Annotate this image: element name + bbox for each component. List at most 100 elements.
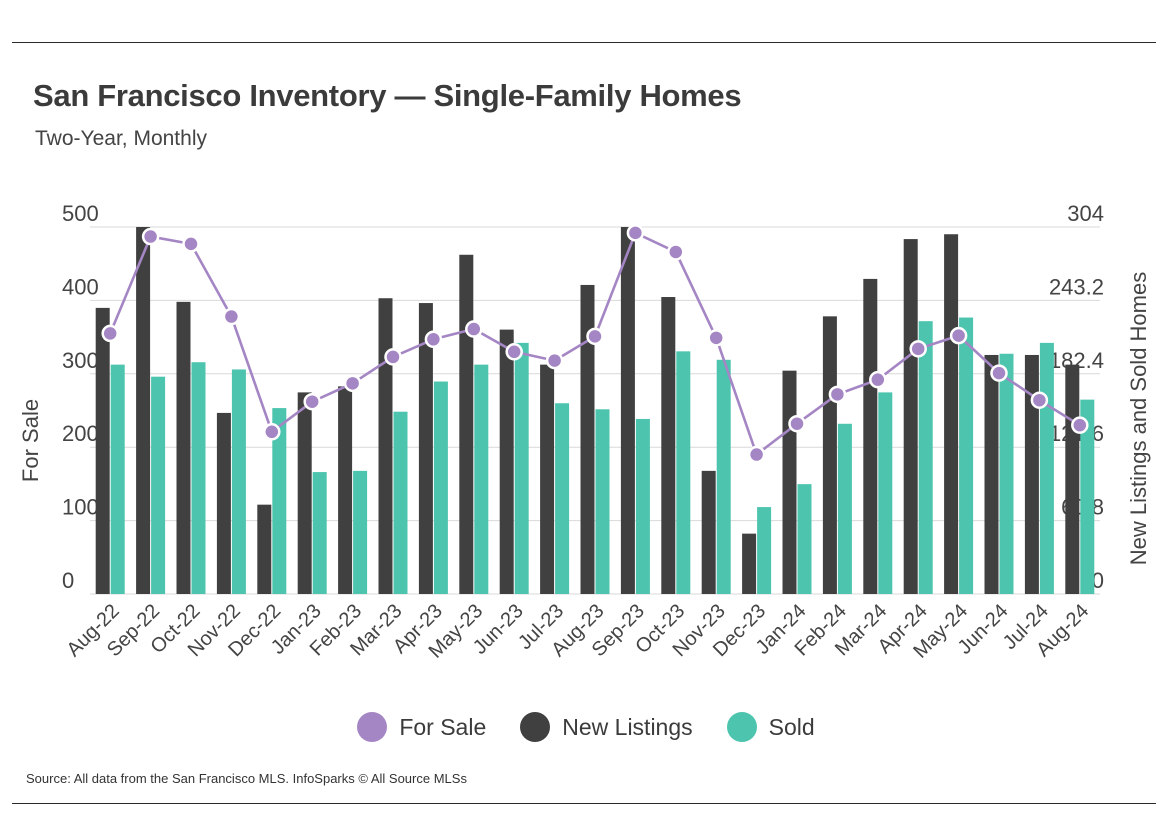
point-for-sale: [424, 330, 443, 349]
bar-sold: [110, 364, 125, 594]
point-for-sale: [788, 414, 806, 433]
y-tick-label-left: 200: [62, 421, 99, 446]
bar-new-listings: [499, 329, 514, 594]
bar-new-listings: [620, 227, 635, 594]
bar-new-listings: [540, 364, 555, 594]
top-rule: [12, 42, 1156, 43]
point-for-sale: [909, 340, 927, 358]
y-tick-label-left: 100: [62, 495, 99, 520]
point-for-sale: [222, 307, 241, 326]
bar-new-listings: [378, 298, 393, 594]
point-for-sale: [707, 329, 725, 347]
bar-new-listings: [1024, 354, 1039, 594]
point-for-sale: [465, 320, 483, 338]
bar-sold: [1080, 399, 1095, 594]
bar-sold: [272, 408, 287, 594]
bar-sold: [797, 484, 812, 594]
chart-title: San Francisco Inventory — Single-Family …: [33, 78, 742, 113]
point-for-sale: [626, 224, 645, 242]
bar-sold: [474, 364, 489, 594]
bar-sold: [151, 376, 166, 594]
legend-label-sold: Sold: [768, 713, 815, 740]
bar-sold: [433, 381, 448, 594]
y2-axis-label: New Listings and Sold Homes: [1126, 272, 1151, 565]
bar-new-listings: [418, 303, 433, 594]
point-for-sale: [505, 343, 523, 361]
legend-label-for-sale: For Sale: [399, 713, 487, 740]
y-tick-label-left: 500: [62, 201, 99, 226]
bar-new-listings: [580, 284, 595, 594]
bar-sold: [757, 507, 772, 594]
point-for-sale: [949, 326, 968, 345]
y-tick-label-right: 0: [1092, 568, 1104, 593]
bar-new-listings: [1065, 364, 1080, 594]
legend-swatch-new-listings: [520, 712, 551, 742]
bar-sold: [231, 369, 246, 594]
bar-new-listings: [95, 307, 110, 594]
point-for-sale: [586, 327, 604, 346]
chart-subtitle: Two-Year, Monthly: [35, 127, 207, 150]
point-for-sale: [303, 392, 321, 411]
bar-sold: [635, 418, 650, 594]
point-for-sale: [101, 324, 119, 343]
legend-label-new-listings: New Listings: [562, 713, 693, 740]
point-for-sale: [990, 364, 1008, 382]
point-for-sale: [182, 235, 200, 253]
point-for-sale: [1071, 416, 1089, 434]
bar-new-listings: [701, 470, 716, 594]
bar-new-listings: [297, 392, 312, 594]
bar-sold: [837, 423, 852, 594]
bar-sold: [1039, 342, 1054, 594]
bar-sold: [353, 470, 368, 594]
bar-sold: [676, 351, 691, 594]
bar-sold: [999, 353, 1014, 594]
point-for-sale: [869, 370, 887, 389]
bar-sold: [595, 409, 610, 594]
legend: For Sale New Listings Sold: [0, 712, 1172, 742]
source-note: Source: All data from the San Francisco …: [26, 771, 467, 786]
bar-new-listings: [822, 316, 837, 594]
legend-swatch-for-sale: [357, 712, 388, 742]
bar-new-listings: [176, 301, 191, 594]
bar-new-listings: [903, 239, 918, 594]
bar-sold: [312, 472, 327, 594]
point-for-sale: [545, 351, 564, 370]
y-tick-label-right: 243.2: [1049, 274, 1104, 299]
bar-new-listings: [782, 370, 797, 594]
bar-sold: [555, 403, 570, 594]
bar-new-listings: [661, 297, 676, 594]
bar-sold: [393, 411, 408, 594]
bar-new-listings: [742, 533, 757, 594]
bar-sold: [716, 359, 731, 594]
point-for-sale: [667, 243, 685, 261]
y-axis-label: For Sale: [18, 399, 43, 482]
point-for-sale: [1030, 391, 1049, 409]
point-for-sale: [747, 445, 766, 464]
bar-sold: [918, 321, 933, 594]
bar-sold: [191, 362, 206, 594]
point-for-sale: [263, 423, 281, 441]
bar-new-listings: [984, 354, 999, 594]
bar-new-listings: [459, 254, 474, 594]
bottom-rule: [12, 803, 1156, 804]
bar-new-listings: [338, 386, 353, 594]
point-for-sale: [384, 348, 402, 366]
y-tick-label-left: 0: [62, 568, 74, 593]
bar-sold: [514, 342, 529, 594]
bar-sold: [959, 317, 974, 594]
y-tick-label-left: 400: [62, 274, 99, 299]
bar-new-listings: [216, 412, 231, 594]
bar-new-listings: [257, 504, 272, 594]
point-for-sale: [141, 227, 160, 246]
point-for-sale: [343, 374, 362, 393]
legend-item-new-listings: New Listings: [520, 712, 693, 742]
legend-item-for-sale: For Sale: [357, 712, 486, 742]
bar-new-listings: [136, 227, 151, 594]
y-tick-label-right: 304: [1067, 201, 1104, 226]
bar-new-listings: [863, 278, 878, 594]
bar-sold: [878, 392, 893, 594]
point-for-sale: [828, 385, 847, 404]
y-tick-label-left: 300: [62, 348, 99, 373]
bar-new-listings: [944, 234, 959, 595]
